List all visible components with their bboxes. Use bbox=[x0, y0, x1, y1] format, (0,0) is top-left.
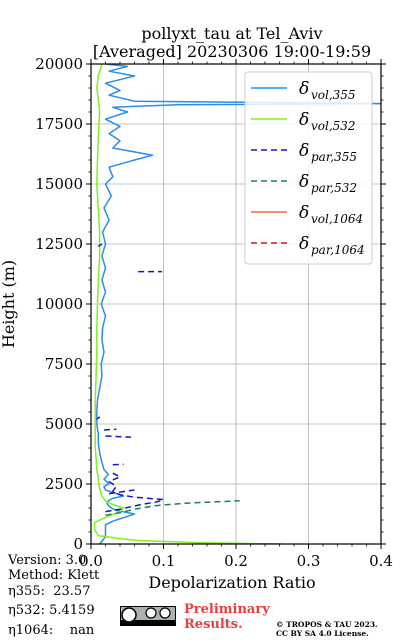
x-axis-label: Depolarization Ratio bbox=[148, 573, 315, 592]
x-tick-label: 0.2 bbox=[224, 552, 248, 570]
footer-method: Method: Klett bbox=[8, 568, 100, 583]
y-tick-label: 15000 bbox=[35, 175, 83, 193]
legend-symbol-0: δ bbox=[299, 79, 309, 99]
y-tick-label: 12500 bbox=[35, 235, 83, 253]
legend-subscript-1: vol,532 bbox=[311, 119, 356, 133]
chart-subtitle: [Averaged] 20230306 19:00-19:59 bbox=[93, 42, 371, 61]
legend-box bbox=[244, 71, 373, 265]
y-tick-label: 17500 bbox=[35, 115, 83, 133]
plot-frame bbox=[90, 63, 382, 545]
y-tick-label: 20000 bbox=[35, 55, 83, 73]
preliminary-line-1: Preliminary bbox=[184, 602, 270, 617]
series-line-1 bbox=[93, 64, 284, 544]
y-tick-label: 2500 bbox=[45, 475, 83, 493]
par355-segment bbox=[105, 435, 131, 438]
par355-segment bbox=[112, 463, 124, 466]
footer-eta532: η532: 5.4159 bbox=[8, 603, 95, 618]
x-tick-label: 0.1 bbox=[152, 552, 176, 570]
legend-symbol-1: δ bbox=[299, 110, 309, 130]
x-tick-label: 0.3 bbox=[297, 552, 321, 570]
legend-symbol-3: δ bbox=[299, 172, 309, 192]
y-tick-label: 5000 bbox=[45, 415, 83, 433]
par355-segment bbox=[97, 243, 103, 248]
y-tick-label: 0 bbox=[73, 535, 83, 553]
footer-eta1064: η1064: nan bbox=[8, 623, 95, 638]
axis-ticks: 0.0 0.1 0.2 0.3 0.4 0 2500 5000 7500 10000 12500 15… bbox=[35, 55, 393, 570]
copyright-note: © TROPOS & TAU 2023. CC BY SA 4.0 Licens… bbox=[276, 620, 378, 638]
par355-segment bbox=[103, 428, 117, 431]
y-axis-label: Height (m) bbox=[0, 260, 18, 348]
series-line-3 bbox=[105, 500, 240, 516]
x-tick-label: 0.4 bbox=[369, 552, 393, 570]
series-line-0 bbox=[96, 64, 382, 544]
legend-subscript-3: par,532 bbox=[311, 181, 357, 195]
plot-lines bbox=[93, 64, 382, 544]
cc-by-sa-license-icon bbox=[120, 606, 176, 626]
legend-subscript-4: vol,1064 bbox=[311, 212, 363, 226]
depolarization-profile-chart: pollyxt_tau at Tel_Aviv [Averaged] 20230… bbox=[0, 24, 393, 592]
legend-symbol-4: δ bbox=[299, 203, 309, 223]
y-tick-label: 7500 bbox=[45, 355, 83, 373]
legend-subscript-5: par,1064 bbox=[311, 243, 365, 257]
preliminary-line-2: Results. bbox=[184, 617, 243, 632]
footer-version: Version: 3.0 bbox=[8, 553, 87, 568]
legend-subscript-2: par,355 bbox=[311, 150, 357, 164]
copyright-line-1: © TROPOS & TAU 2023. bbox=[276, 620, 378, 629]
preliminary-results-note: Preliminary Results. bbox=[184, 602, 270, 632]
par355-segment bbox=[108, 489, 135, 495]
copyright-line-2: CC BY SA 4.0 License. bbox=[276, 629, 369, 638]
par355-segment bbox=[96, 416, 101, 420]
legend-subscript-0: vol,355 bbox=[311, 88, 356, 102]
x-tick-label: 0.0 bbox=[79, 552, 103, 570]
series-line-2 bbox=[105, 472, 165, 513]
y-tick-label: 10000 bbox=[35, 295, 83, 313]
legend-symbol-2: δ bbox=[299, 141, 309, 161]
legend-symbol-5: δ bbox=[299, 234, 309, 254]
chart-title: pollyxt_tau at Tel_Aviv bbox=[141, 24, 322, 43]
footer-eta355: η355: 23.57 bbox=[8, 584, 91, 599]
